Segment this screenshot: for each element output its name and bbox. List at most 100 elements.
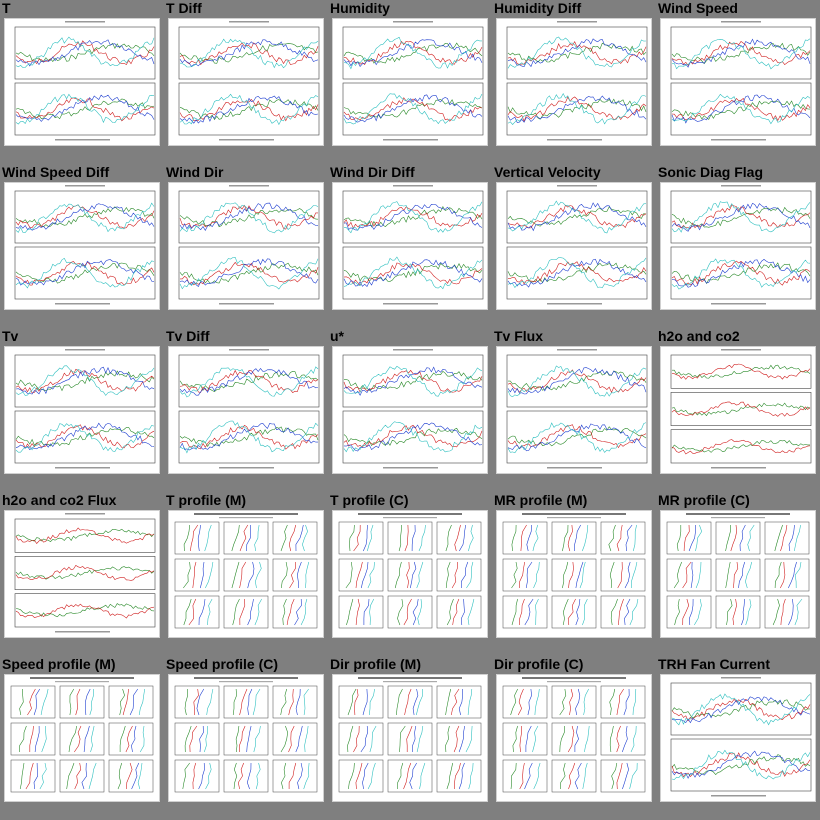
series-line [179,42,319,66]
chart-thumbnail[interactable] [4,18,160,146]
series-line [671,94,811,124]
tile-title[interactable]: T [2,0,11,16]
plot-tile[interactable]: Sonic Diag Flag [656,164,820,328]
chart-thumbnail[interactable] [660,510,816,638]
tile-title[interactable]: TRH Fan Current [658,656,770,672]
profile-line [346,598,354,626]
chart-thumbnail[interactable] [496,674,652,802]
plot-tile[interactable]: Tv Flux [492,328,656,492]
chart-thumbnail[interactable] [4,510,160,638]
chart-thumbnail[interactable] [4,346,160,474]
profile-line [89,688,94,716]
chart-thumbnail[interactable] [4,674,160,802]
plot-tile[interactable]: Speed profile (C) [164,656,328,820]
series-line [179,202,319,234]
plot-tile[interactable]: MR profile (M) [492,492,656,656]
chart-thumbnail[interactable] [332,674,488,802]
tile-title[interactable]: Humidity [330,0,390,16]
chart-thumbnail[interactable] [496,346,652,474]
plot-tile[interactable]: T [0,0,164,164]
chart-thumbnail[interactable] [660,346,816,474]
chart-thumbnail[interactable] [168,18,324,146]
tile-title[interactable]: Speed profile (C) [166,656,279,672]
profile-line [533,561,540,589]
plot-tile[interactable]: Speed profile (M) [0,656,164,820]
tile-title[interactable]: Vertical Velocity [494,164,601,180]
plot-tile[interactable]: Tv [0,328,164,492]
tile-title[interactable]: Dir profile (C) [494,656,584,672]
chart-thumbnail[interactable] [332,346,488,474]
chart-thumbnail[interactable] [4,182,160,310]
plot-tile[interactable]: Wind Speed Diff [0,164,164,328]
series-line [179,420,319,454]
plot-panel [178,410,320,464]
series-line [671,259,811,288]
profile-line [280,725,289,753]
profile-line [69,688,75,716]
profile-panel [223,558,269,592]
tile-title[interactable]: Dir profile (M) [330,656,421,672]
tile-title[interactable]: Sonic Diag Flag [658,164,764,180]
tile-title[interactable]: T profile (M) [166,492,247,508]
plot-tile[interactable]: Vertical Velocity [492,164,656,328]
plot-tile[interactable]: T Diff [164,0,328,164]
tile-title[interactable]: h2o and co2 [658,328,740,344]
tile-title[interactable]: T profile (C) [330,492,409,508]
chart-thumbnail[interactable] [660,18,816,146]
chart-thumbnail[interactable] [168,510,324,638]
series-line [15,42,155,62]
chart-thumbnail[interactable] [168,674,324,802]
profile-line [355,561,363,589]
chart-thumbnail[interactable] [332,18,488,146]
plot-tile[interactable]: MR profile (C) [656,492,820,656]
series-line [15,528,155,542]
tile-title[interactable]: Wind Speed Diff [2,164,110,180]
plot-tile[interactable]: T profile (M) [164,492,328,656]
plot-tile[interactable]: Dir profile (C) [492,656,656,820]
series-line [15,259,155,286]
chart-thumbnail[interactable] [496,510,652,638]
profile-line [690,561,694,589]
thumbnail-plot [666,513,810,629]
tile-title[interactable]: Wind Dir [166,164,224,180]
plot-tile[interactable]: h2o and co2 Flux [0,492,164,656]
tile-title[interactable]: Wind Dir Diff [330,164,415,180]
chart-thumbnail[interactable] [332,510,488,638]
plot-tile[interactable]: TRH Fan Current [656,656,820,820]
chart-thumbnail[interactable] [168,182,324,310]
chart-thumbnail[interactable] [168,346,324,474]
series-line [179,368,319,396]
tile-title[interactable]: Tv Flux [494,328,544,344]
tile-title[interactable]: Speed profile (M) [2,656,116,672]
plot-tile[interactable]: Wind Dir Diff [328,164,492,328]
tile-title[interactable]: u* [330,328,344,344]
profile-line [533,762,541,790]
plot-tile[interactable]: h2o and co2 [656,328,820,492]
plot-tile[interactable]: Wind Dir [164,164,328,328]
chart-thumbnail[interactable] [660,182,816,310]
profile-panel [551,685,597,719]
chart-thumbnail[interactable] [496,182,652,310]
chart-thumbnail[interactable] [496,18,652,146]
tile-title[interactable]: T Diff [166,0,202,16]
tile-title[interactable]: MR profile (M) [494,492,588,508]
plot-tile[interactable]: T profile (C) [328,492,492,656]
series-line [179,202,319,232]
profile-line [682,598,690,626]
plot-tile[interactable]: Wind Speed [656,0,820,164]
plot-tile[interactable]: Tv Diff [164,328,328,492]
plot-tile[interactable]: Dir profile (M) [328,656,492,820]
plot-tile[interactable]: Humidity Diff [492,0,656,164]
tile-title[interactable]: MR profile (C) [658,492,750,508]
tile-title[interactable]: Wind Speed [658,0,738,16]
chart-thumbnail[interactable] [332,182,488,310]
plot-tile[interactable]: u* [328,328,492,492]
tile-title[interactable]: Tv Diff [166,328,210,344]
tile-title[interactable]: Tv [2,328,19,344]
chart-thumbnail[interactable] [660,674,816,802]
series-line [671,100,811,120]
tile-title[interactable]: Humidity Diff [494,0,582,16]
series-line [179,369,319,393]
tile-title[interactable]: h2o and co2 Flux [2,492,117,508]
plot-tile[interactable]: Humidity [328,0,492,164]
